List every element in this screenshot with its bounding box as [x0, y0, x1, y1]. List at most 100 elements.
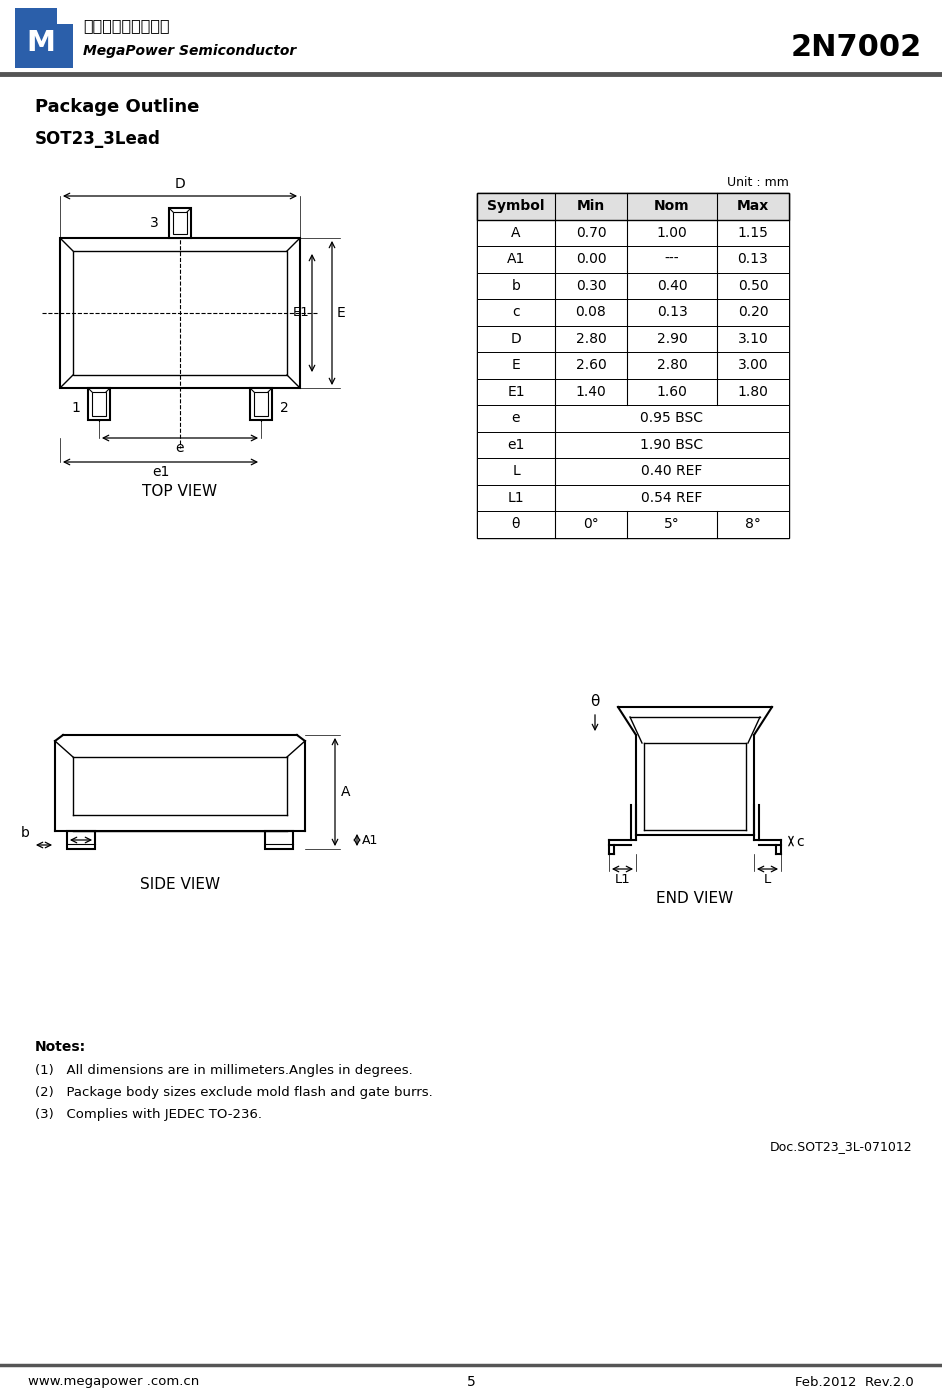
- Text: 1: 1: [72, 401, 80, 415]
- Text: e1: e1: [508, 438, 525, 452]
- Text: ---: ---: [665, 253, 679, 267]
- Text: L: L: [512, 465, 520, 479]
- Text: c: c: [796, 835, 804, 850]
- Text: 0.13: 0.13: [738, 253, 769, 267]
- Bar: [57, 8, 73, 24]
- Text: 瑞信半導體有限公司: 瑞信半導體有限公司: [83, 18, 170, 34]
- Text: 2.90: 2.90: [657, 332, 688, 346]
- Text: 0.20: 0.20: [738, 306, 769, 320]
- Text: E1: E1: [507, 385, 525, 399]
- Text: (1)   All dimensions are in millimeters.Angles in degrees.: (1) All dimensions are in millimeters.An…: [35, 1064, 413, 1076]
- Text: A1: A1: [507, 253, 526, 267]
- Text: (2)   Package body sizes exclude mold flash and gate burrs.: (2) Package body sizes exclude mold flas…: [35, 1086, 432, 1099]
- Bar: [73, 251, 287, 376]
- Text: Doc.SOT23_3L-071012: Doc.SOT23_3L-071012: [770, 1141, 912, 1153]
- Text: 5: 5: [466, 1375, 476, 1389]
- Text: Max: Max: [737, 200, 769, 214]
- Bar: [15, 8, 73, 68]
- Text: 2.80: 2.80: [576, 332, 607, 346]
- Text: 1.15: 1.15: [738, 226, 769, 240]
- Text: L: L: [764, 872, 771, 886]
- Text: SIDE VIEW: SIDE VIEW: [140, 877, 220, 892]
- Text: 3: 3: [151, 216, 159, 230]
- Text: θ: θ: [512, 518, 520, 532]
- Text: θ: θ: [591, 694, 600, 709]
- Text: 2: 2: [280, 401, 289, 415]
- Text: L1: L1: [614, 872, 630, 886]
- Bar: [477, 193, 789, 219]
- Text: Notes:: Notes:: [35, 1040, 86, 1054]
- Text: 2.80: 2.80: [657, 359, 688, 373]
- Text: b: b: [512, 279, 520, 293]
- Text: 1.80: 1.80: [738, 385, 769, 399]
- Bar: [254, 392, 268, 416]
- Text: 0.50: 0.50: [738, 279, 769, 293]
- Bar: [477, 431, 789, 458]
- Bar: [67, 831, 95, 849]
- Text: c: c: [512, 306, 520, 320]
- Text: 0.40 REF: 0.40 REF: [642, 465, 703, 479]
- Text: 1.00: 1.00: [657, 226, 688, 240]
- Bar: [92, 392, 106, 416]
- Text: A1: A1: [362, 833, 379, 846]
- Text: 0.00: 0.00: [576, 253, 607, 267]
- Text: L1: L1: [508, 491, 525, 505]
- Text: 0°: 0°: [583, 518, 599, 532]
- Text: E: E: [512, 359, 520, 373]
- Text: 3.10: 3.10: [738, 332, 769, 346]
- Bar: [477, 246, 789, 272]
- Text: 1.40: 1.40: [576, 385, 607, 399]
- Text: 5°: 5°: [664, 518, 680, 532]
- Bar: [477, 299, 789, 325]
- Text: Unit : mm: Unit : mm: [727, 176, 789, 188]
- Bar: [173, 212, 187, 235]
- Bar: [477, 193, 789, 537]
- Text: D: D: [174, 177, 186, 191]
- Text: 0.30: 0.30: [576, 279, 607, 293]
- Bar: [477, 405, 789, 431]
- Text: E: E: [337, 306, 346, 320]
- Bar: [477, 272, 789, 299]
- Text: 0.40: 0.40: [657, 279, 688, 293]
- Text: 0.08: 0.08: [576, 306, 607, 320]
- Text: 0.54 REF: 0.54 REF: [642, 491, 703, 505]
- Text: A: A: [512, 226, 521, 240]
- Text: SOT23_3Lead: SOT23_3Lead: [35, 130, 161, 148]
- Text: Feb.2012  Rev.2.0: Feb.2012 Rev.2.0: [795, 1375, 914, 1389]
- Text: b: b: [21, 826, 30, 840]
- Text: D: D: [511, 332, 521, 346]
- Text: 0.70: 0.70: [576, 226, 607, 240]
- Text: 1.90 BSC: 1.90 BSC: [641, 438, 704, 452]
- Text: M: M: [26, 29, 56, 57]
- Text: TOP VIEW: TOP VIEW: [142, 484, 218, 498]
- Text: e: e: [176, 441, 185, 455]
- Bar: [60, 237, 300, 388]
- Text: END VIEW: END VIEW: [657, 891, 734, 906]
- Text: 0.13: 0.13: [657, 306, 688, 320]
- Bar: [250, 388, 272, 420]
- Text: Symbol: Symbol: [487, 200, 544, 214]
- Bar: [169, 208, 191, 237]
- Text: 1.60: 1.60: [657, 385, 688, 399]
- Text: 2N7002: 2N7002: [790, 34, 922, 63]
- Bar: [88, 388, 110, 420]
- Text: e1: e1: [152, 465, 170, 479]
- Text: Nom: Nom: [654, 200, 690, 214]
- Bar: [477, 378, 789, 405]
- Text: 2.60: 2.60: [576, 359, 607, 373]
- Text: e: e: [512, 412, 520, 426]
- Text: 8°: 8°: [745, 518, 761, 532]
- Bar: [477, 219, 789, 246]
- Bar: [477, 458, 789, 484]
- Text: A: A: [341, 785, 350, 799]
- Text: (3)   Complies with JEDEC TO-236.: (3) Complies with JEDEC TO-236.: [35, 1108, 262, 1121]
- Bar: [477, 511, 789, 537]
- Text: E1: E1: [292, 307, 309, 320]
- Text: 0.95 BSC: 0.95 BSC: [641, 412, 704, 426]
- Bar: [477, 325, 789, 352]
- Text: www.megapower .com.cn: www.megapower .com.cn: [28, 1375, 200, 1389]
- Bar: [477, 484, 789, 511]
- Text: MegaPower Semiconductor: MegaPower Semiconductor: [83, 45, 296, 59]
- Text: 3.00: 3.00: [738, 359, 769, 373]
- Text: Min: Min: [577, 200, 605, 214]
